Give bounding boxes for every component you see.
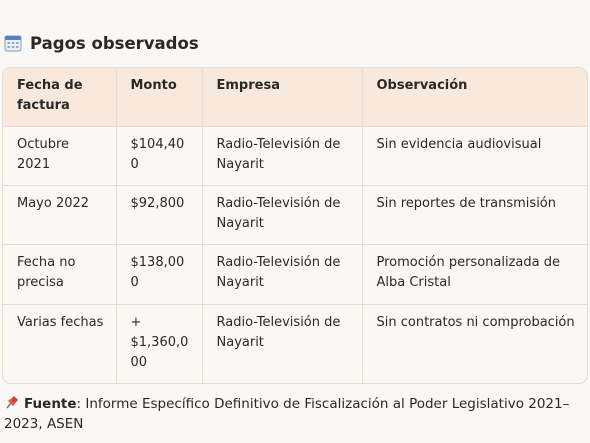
column-header: Fecha de factura: [3, 68, 117, 127]
table-body: Octubre 2021 $104,400 Radio-Televisión de …: [3, 126, 587, 383]
table-row: Fecha no precisa $138,000 Radio-Televisión…: [3, 244, 587, 305]
table-cell: Sin reportes de transmisión: [362, 185, 587, 246]
table: Fecha de factura Monto Empresa Observación …: [3, 68, 587, 383]
table-cell: Radio-Televisión de Nayarit: [202, 244, 363, 305]
column-header: Observación: [362, 68, 587, 127]
calendar-icon: [4, 35, 22, 52]
section-header: Pagos observados: [4, 31, 199, 55]
table-cell: Varias fechas: [3, 304, 117, 383]
table-cell: Octubre 2021: [3, 126, 117, 186]
header-row: Fecha de factura Monto Empresa Observación: [3, 68, 587, 127]
table-cell: + $1,360,000: [116, 304, 203, 383]
source-label: Fuente: [24, 396, 77, 412]
column-header: Empresa: [202, 68, 363, 127]
source-text: : Informe Específico Definitivo de Fisca…: [4, 396, 570, 432]
table-row: Octubre 2021 $104,400 Radio-Televisión de …: [3, 126, 587, 186]
table-header: Fecha de factura Monto Empresa Observación: [3, 68, 587, 127]
source-note: Fuente: Informe Específico Definitivo de…: [4, 394, 584, 434]
table-cell: $138,000: [116, 244, 203, 305]
table-cell: $92,800: [116, 185, 203, 246]
table-row: Mayo 2022 $92,800 Radio-Televisión de Naya…: [3, 185, 587, 246]
table-container: Fecha de factura Monto Empresa Observación …: [2, 67, 588, 384]
table-cell: $104,400: [116, 126, 203, 186]
table-cell: Radio-Televisión de Nayarit: [202, 126, 363, 186]
table-row: Varias fechas + $1,360,000 Radio-Televisió…: [3, 304, 587, 383]
table-cell: Mayo 2022: [3, 185, 117, 246]
table-cell: Radio-Televisión de Nayarit: [202, 304, 363, 383]
table-cell: Fecha no precisa: [3, 244, 117, 305]
pin-icon: [6, 396, 18, 409]
table-cell: Sin contratos ni comprobación: [376, 314, 575, 330]
table-cell: Radio-Televisión de Nayarit: [202, 185, 363, 246]
table-cell: Sin evidencia audiovisual: [362, 126, 587, 186]
column-header: Monto: [116, 68, 203, 127]
title: Pagos observados: [30, 33, 199, 53]
table-cell: Promoción personalizada de Alba Cristal: [362, 244, 587, 305]
